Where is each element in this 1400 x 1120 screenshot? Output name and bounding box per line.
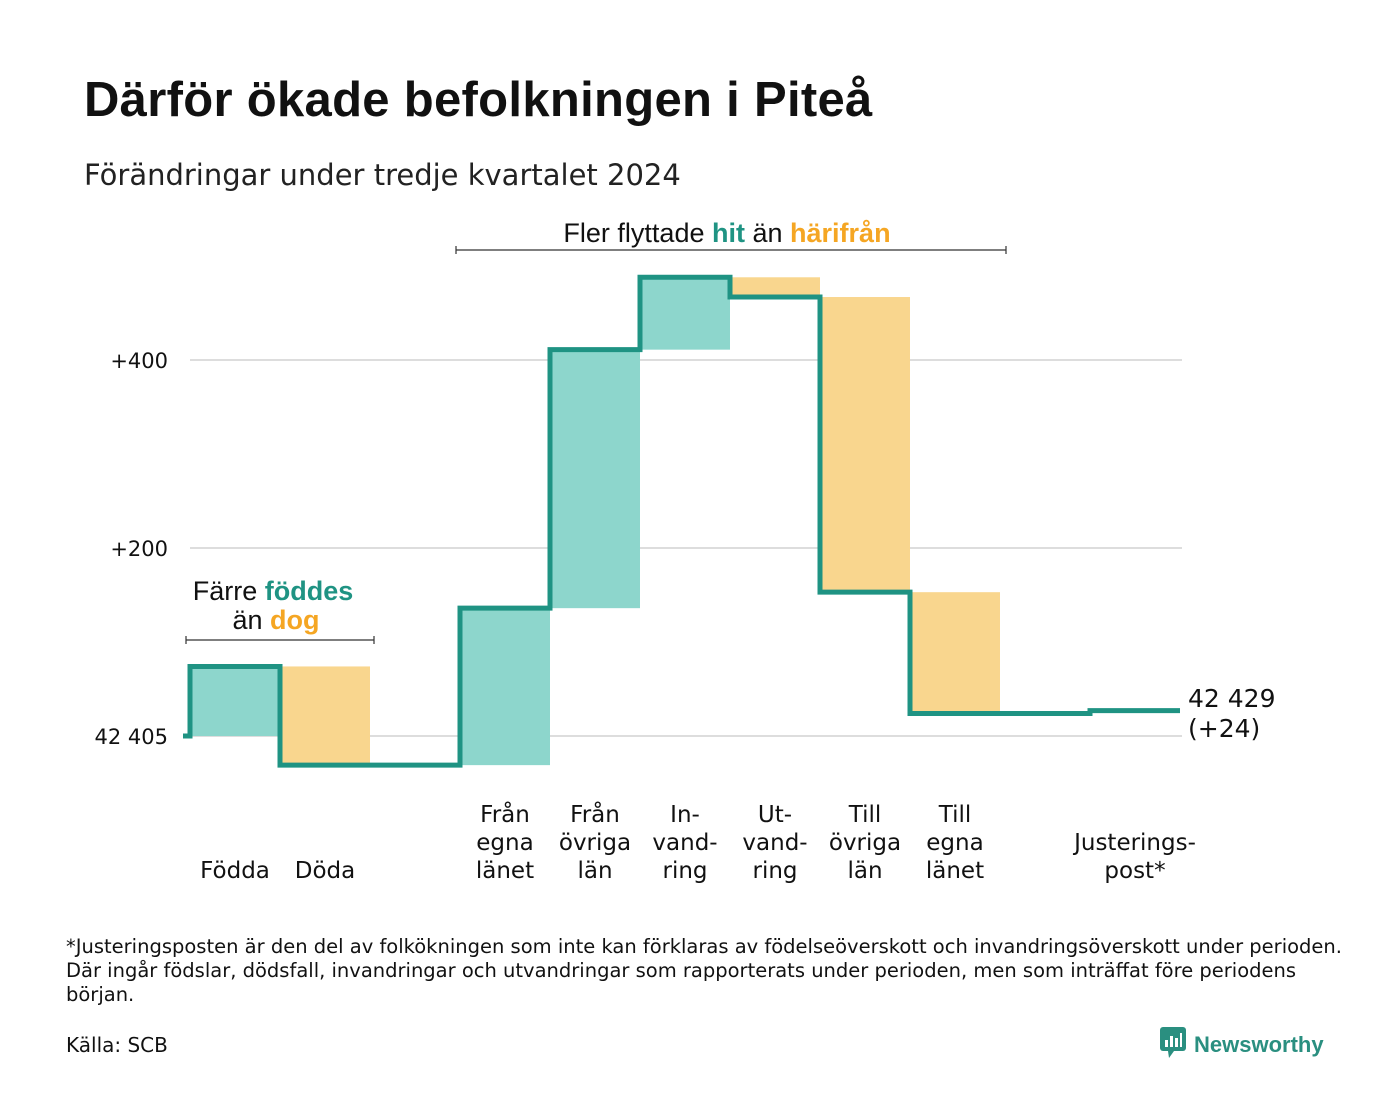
category-label: ring	[752, 858, 797, 884]
y-tick-label: +400	[110, 349, 168, 373]
line-layer	[183, 274, 1180, 768]
category-label: länet	[476, 858, 534, 884]
y-tick-label: +200	[110, 537, 168, 561]
category-label: Födda	[200, 858, 270, 884]
moves-annotation: Fler flyttade hit än härifrån	[563, 218, 890, 248]
bar-outflow	[820, 297, 910, 593]
bar-outflow	[910, 592, 1000, 714]
y-tick-label: 42 405	[95, 725, 168, 749]
bar-inflow	[550, 349, 640, 609]
category-label: län	[577, 858, 612, 884]
category-label: Från	[480, 800, 530, 828]
category-label: egna	[476, 830, 533, 856]
category-label: egna	[926, 830, 983, 856]
bar-layer	[190, 277, 1000, 766]
end-value-label: (+24)	[1188, 714, 1260, 743]
bar-inflow	[190, 666, 280, 736]
bar-outflow	[730, 277, 820, 298]
brand-logo: Newsworthy	[1160, 1027, 1324, 1063]
category-label: post*	[1104, 858, 1165, 884]
cumulative-step-line	[183, 274, 1180, 768]
category-label: Till	[938, 802, 972, 828]
end-value-label: 42 429	[1188, 684, 1275, 713]
bar-inflow	[640, 277, 730, 350]
births-annotation-line2: än dog	[232, 605, 319, 635]
births-annotation-line1: Färre föddes	[193, 576, 354, 606]
category-label: län	[847, 858, 882, 884]
bar-inflow	[460, 608, 550, 766]
source-note: Källa: SCB	[66, 1033, 168, 1057]
footnote: *Justeringsposten är den del av folkökni…	[66, 935, 1342, 1006]
category-label: länet	[926, 858, 984, 884]
chart-title: Därför ökade befolkningen i Piteå	[84, 73, 873, 127]
brand-name: Newsworthy	[1194, 1032, 1324, 1057]
category-label: Ut-	[758, 802, 792, 828]
category-label: In-	[670, 802, 700, 828]
category-label: övriga	[829, 830, 901, 856]
category-label: vand-	[742, 830, 807, 856]
category-label: Döda	[295, 858, 355, 884]
bar-outflow	[280, 666, 370, 766]
newsworthy-icon	[1160, 1027, 1186, 1063]
category-label: Från	[570, 800, 620, 828]
category-label: övriga	[559, 830, 631, 856]
category-label: ring	[662, 858, 707, 884]
category-label: Justerings-	[1072, 830, 1196, 856]
category-label: vand-	[652, 830, 717, 856]
chart-subtitle: Förändringar under tredje kvartalet 2024	[84, 158, 681, 192]
category-label: Till	[848, 802, 882, 828]
